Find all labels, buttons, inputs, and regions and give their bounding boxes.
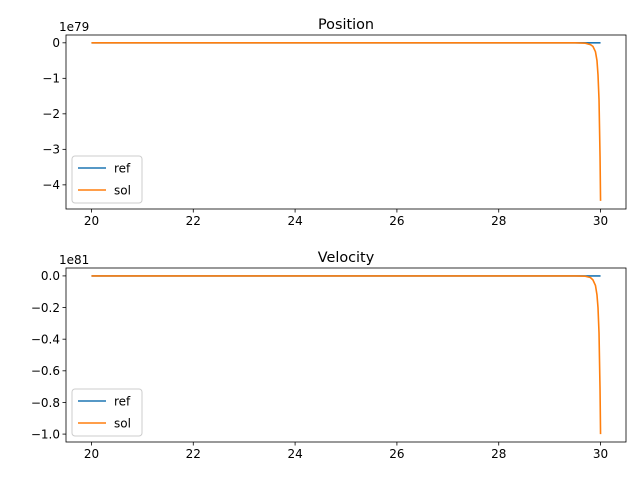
legend-label-sol: sol: [114, 183, 131, 197]
y-tick-label: −4: [42, 178, 60, 192]
y-tick-label: −0.6: [31, 364, 60, 378]
x-tick-label: 20: [84, 214, 99, 228]
legend-box: [71, 388, 143, 437]
x-tick-label: 24: [287, 214, 302, 228]
x-tick-label: 28: [491, 447, 506, 461]
y-tick-label: −0.4: [31, 332, 60, 346]
axes-frame: [65, 34, 627, 210]
legend-label-ref: ref: [114, 161, 131, 175]
chart-title-velocity: Velocity: [318, 250, 375, 266]
y-tick-label: −0.2: [31, 301, 60, 315]
x-tick-label: 26: [389, 447, 404, 461]
y-tick-label: −3: [42, 143, 60, 157]
plot-area: [66, 35, 626, 209]
x-tick-label: 30: [593, 214, 608, 228]
axes-frame: [65, 267, 627, 443]
legend-box: [71, 155, 143, 204]
axis-offset-text: 1e79: [59, 20, 89, 34]
series-line-sol: [91, 42, 602, 201]
x-tick-label: 26: [389, 214, 404, 228]
y-tick-label: −1: [42, 72, 60, 86]
x-tick-label: 22: [186, 447, 201, 461]
legend: ref sol: [71, 155, 143, 204]
y-tick-label: 0.0: [41, 269, 60, 283]
y-tick-label: −1.0: [31, 427, 60, 441]
legend-label-ref: ref: [114, 394, 131, 408]
legend-label-sol: sol: [114, 416, 131, 430]
chart-position: 20 22 24 26 28 30 0 −1 −2 −3 −4 Position 1e79 ref sol: [42, 17, 627, 228]
chart-velocity: 20 22 24 26 28 30 0.0 −0.2 −0.4 −0.6 −0.8 −1.0 Veloc…: [31, 250, 627, 461]
plot-area: [66, 268, 626, 442]
y-tick-label: 0: [52, 36, 60, 50]
y-tick-label: −2: [42, 107, 60, 121]
axis-offset-text: 1e81: [59, 253, 89, 267]
x-tick-label: 28: [491, 214, 506, 228]
legend: ref sol: [71, 388, 143, 437]
x-tick-label: 30: [593, 447, 608, 461]
x-tick-label: 20: [84, 447, 99, 461]
chart-title-position: Position: [318, 17, 374, 33]
series-line-sol: [91, 275, 602, 435]
x-tick-label: 22: [186, 214, 201, 228]
x-tick-label: 24: [287, 447, 302, 461]
y-tick-label: −0.8: [31, 396, 60, 410]
